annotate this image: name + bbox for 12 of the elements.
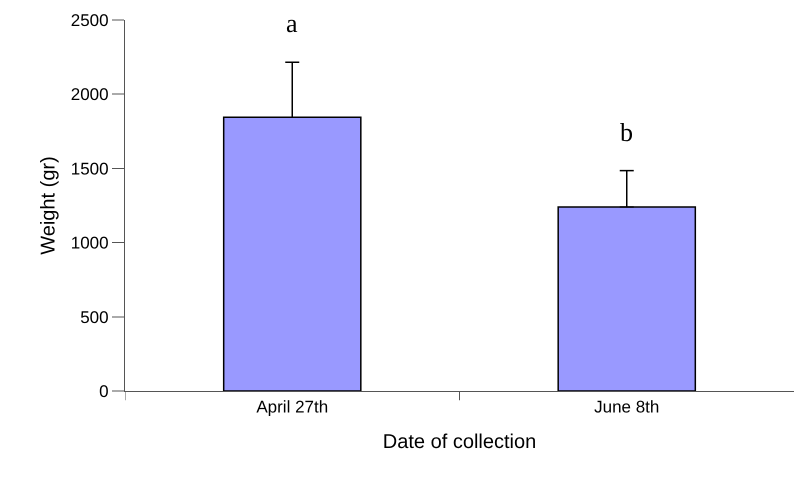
y-tick-label: 1000 bbox=[70, 234, 109, 253]
y-tick-label: 1500 bbox=[70, 159, 109, 178]
y-tick-label: 2000 bbox=[70, 85, 109, 104]
x-axis-title: Date of collection bbox=[382, 430, 536, 453]
y-tick-label: 0 bbox=[99, 382, 109, 401]
x-tick-label: June 8th bbox=[594, 397, 660, 416]
y-tick-label: 500 bbox=[80, 308, 109, 327]
annotation: b bbox=[620, 118, 633, 147]
x-tick-label: April 27th bbox=[256, 397, 328, 416]
y-axis-title: Weight (gr) bbox=[37, 156, 60, 255]
y-tick-label: 2500 bbox=[70, 10, 109, 30]
annotation: a bbox=[286, 9, 298, 38]
